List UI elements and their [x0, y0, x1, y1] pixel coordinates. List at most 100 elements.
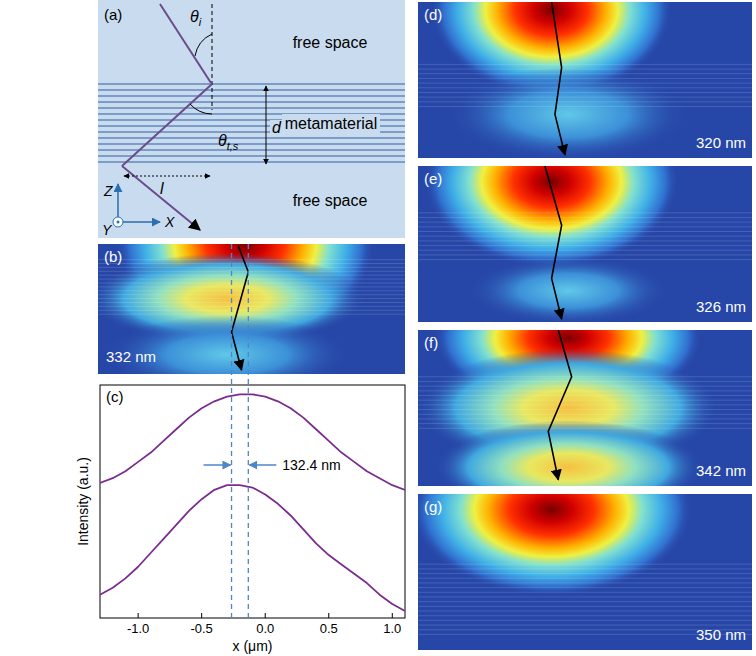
layer-line: [98, 314, 405, 315]
layer-line: [418, 564, 752, 565]
region-label: free space: [293, 192, 368, 209]
layer-line: [418, 601, 752, 602]
ray-arrow: [545, 166, 562, 319]
layer-line: [418, 620, 752, 621]
layer-line: [418, 395, 752, 396]
ray-arrow: [232, 246, 249, 370]
layer-line: [418, 587, 752, 588]
field-blob: [468, 256, 668, 322]
layer-line: [98, 298, 405, 299]
lines: [100, 394, 405, 611]
label-patch: [282, 114, 380, 134]
x-axis-title: x (μm): [233, 638, 273, 654]
field-image: [418, 330, 752, 486]
layer-line: [418, 222, 752, 223]
shift-label: l: [160, 180, 164, 197]
layer-line: [98, 102, 405, 103]
y-axis-title: Intensity (a.u.): [75, 457, 91, 546]
layer-line: [418, 217, 752, 218]
layer-line: [418, 606, 752, 607]
x-tick-label: 1.0: [383, 621, 401, 636]
layer-line: [418, 568, 752, 569]
layer-line: [418, 64, 752, 65]
layer-line: [98, 138, 405, 139]
layer-line: [418, 404, 752, 405]
label-patch: [280, 456, 342, 474]
field-image: [418, 494, 752, 650]
layer-line: [418, 97, 752, 98]
incident-ray: [160, 4, 211, 83]
wavelength-label: 350 nm: [696, 626, 746, 643]
wavelength-label: 320 nm: [696, 134, 746, 151]
layer-line: [98, 144, 405, 145]
layer-line: [98, 310, 405, 311]
layer-line: [98, 302, 405, 303]
wavelength-label: 332 nm: [106, 348, 156, 365]
field-blob: [104, 316, 350, 375]
annotation-label: 132.4 nm: [282, 457, 340, 473]
layer-line: [418, 212, 752, 213]
ray-arrow: [552, 2, 565, 155]
axis-label: X: [164, 214, 175, 230]
x-tick: [265, 613, 266, 618]
layer-line: [418, 106, 752, 107]
chart-c: -1.0-0.50.00.51.0x (μm)Intensity (a.u.)(…: [75, 385, 405, 654]
figure: (a)free spacemetamaterialfree spaceθiθt,…: [0, 0, 756, 656]
layer-line: [418, 236, 752, 237]
layer-line: [98, 259, 405, 260]
annotation-arrow: [204, 464, 231, 466]
layer-line: [98, 294, 405, 295]
axis-label: Y: [102, 222, 113, 238]
panel-letter: (c): [106, 388, 124, 405]
x-tick: [138, 613, 139, 618]
x-tick-label: -0.5: [190, 621, 212, 636]
layer-line: [418, 409, 752, 410]
field-map: (e)326 nm: [418, 96, 752, 325]
guide-line: [231, 244, 232, 618]
layer-line: [98, 267, 405, 268]
label-patch: [270, 120, 282, 136]
subscript: i: [199, 16, 202, 28]
layer-line: [418, 611, 752, 612]
thickness-arrow: [266, 86, 267, 164]
layer-line: [418, 240, 752, 241]
layer-line: [418, 78, 752, 79]
layer-line: [418, 386, 752, 387]
layer-line: [418, 69, 752, 70]
layer-line: [418, 582, 752, 583]
layer-line: [418, 615, 752, 616]
intensity-line: [100, 485, 405, 611]
field-map: (g)350 nm: [411, 424, 752, 650]
layer-line: [418, 101, 752, 102]
intensity-line: [100, 394, 405, 490]
angle-arc: [190, 104, 212, 114]
field-blob: [418, 494, 692, 595]
ray-arrow: [548, 330, 571, 480]
panel-letter: (a): [104, 6, 122, 23]
x-tick: [328, 613, 329, 618]
layer-line: [418, 250, 752, 251]
layer-line: [418, 573, 752, 574]
field-map: (b)332 nm: [89, 147, 405, 394]
layer-line: [98, 306, 405, 307]
layer-line: [98, 286, 405, 287]
angle-label: θi: [190, 8, 202, 28]
wavelength-label: 326 nm: [696, 298, 746, 315]
layer-line: [418, 231, 752, 232]
guide-line: [248, 244, 249, 618]
layer-line: [98, 84, 405, 85]
layer-line: [418, 578, 752, 579]
refracted-ray: [122, 84, 212, 166]
shift-arrow: [124, 176, 210, 177]
region-label: metamaterial: [285, 115, 377, 132]
field-image: [98, 244, 405, 374]
field-map: (d) 320 nm: [418, 0, 752, 161]
layer-line: [418, 400, 752, 401]
diagram-background: [98, 0, 405, 238]
panel-letter: (d): [424, 6, 442, 23]
x-tick-label: 0.0: [256, 621, 274, 636]
layer-line: [418, 92, 752, 93]
field-map: (f)342 nm: [418, 268, 752, 514]
panel-letter: (f): [424, 334, 438, 351]
normal-line: [212, 4, 213, 110]
